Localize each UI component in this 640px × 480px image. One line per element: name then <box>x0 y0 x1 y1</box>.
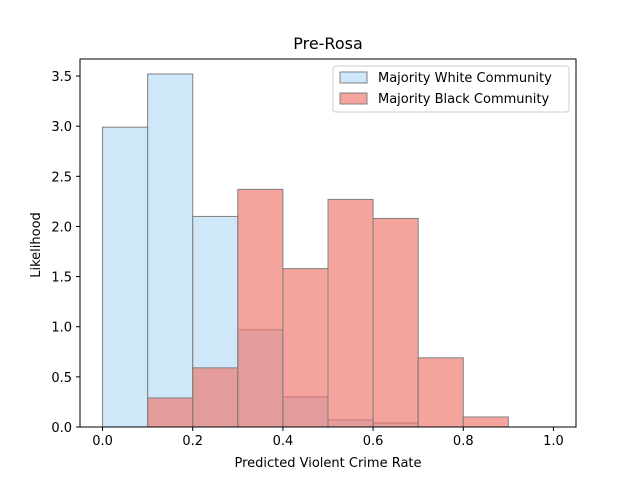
legend-label-series-1: Majority White Community <box>378 71 552 86</box>
y-axis-label: Likelihood <box>29 212 44 278</box>
y-tick-label: 3.0 <box>51 120 72 135</box>
bar-series-2 <box>372 217 419 428</box>
axes-layer: 0.0 0.2 0.4 0.6 0.8 1.0 0.0 0.5 1.0 1.5 2.0 2.5 3.0 3… <box>51 58 577 449</box>
bar-series-2 <box>282 268 329 428</box>
bar-series-2 <box>417 357 464 428</box>
legend-swatch-series-2 <box>339 92 368 105</box>
plot-frame <box>79 58 577 428</box>
bar-series-1 <box>102 126 149 428</box>
y-tick-label: 1.5 <box>51 271 72 286</box>
x-tick-label: 0.6 <box>363 434 384 449</box>
legend-label-series-2: Majority Black Community <box>378 92 549 107</box>
chart-title: Pre-Rosa <box>293 34 363 53</box>
bar-series-1 <box>147 73 194 428</box>
bar-series-2 <box>462 416 509 428</box>
y-tick-label: 0.5 <box>51 371 72 386</box>
bar-series-2 <box>192 367 239 428</box>
x-axis-label: Predicted Violent Crime Rate <box>234 456 421 471</box>
bar-series-2 <box>237 188 284 428</box>
y-tick-label: 3.5 <box>51 70 72 85</box>
bar-series-2 <box>147 397 194 428</box>
legend-swatch-series-1 <box>339 71 368 84</box>
bars-layer <box>102 73 509 428</box>
x-tick-label: 1.0 <box>543 434 564 449</box>
x-tick-label: 0.0 <box>92 434 113 449</box>
legend-box <box>332 65 570 113</box>
legend: Majority White Community Majority Black C… <box>332 65 570 113</box>
y-tick-label: 0.0 <box>51 421 72 436</box>
x-tick-label: 0.2 <box>182 434 203 449</box>
y-tick-label: 2.5 <box>51 170 72 185</box>
y-tick-label: 2.0 <box>51 220 72 235</box>
x-tick-label: 0.8 <box>453 434 474 449</box>
y-tick-label: 1.0 <box>51 321 72 336</box>
bar-series-2 <box>327 198 374 428</box>
x-tick-label: 0.4 <box>273 434 294 449</box>
